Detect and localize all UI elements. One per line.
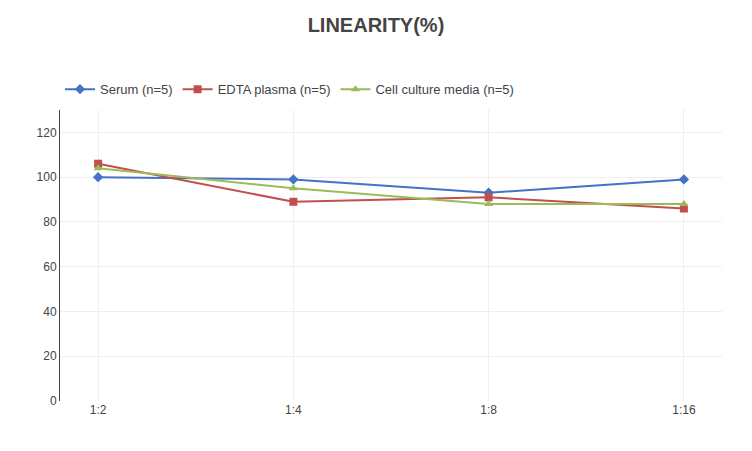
svg-text:Serum (n=5): Serum (n=5) <box>100 82 173 97</box>
svg-text:60: 60 <box>43 260 57 274</box>
svg-text:Cell culture media (n=5): Cell culture media (n=5) <box>375 82 513 97</box>
svg-text:80: 80 <box>43 215 57 229</box>
svg-text:EDTA plasma (n=5): EDTA plasma (n=5) <box>218 82 331 97</box>
svg-text:1:8: 1:8 <box>480 403 497 417</box>
svg-text:1:4: 1:4 <box>285 403 302 417</box>
svg-text:1:2: 1:2 <box>90 403 107 417</box>
svg-text:1:16: 1:16 <box>672 403 696 417</box>
svg-text:120: 120 <box>37 126 57 140</box>
svg-text:LINEARITY(%): LINEARITY(%) <box>308 14 445 36</box>
svg-text:100: 100 <box>37 170 57 184</box>
svg-text:0: 0 <box>50 394 57 408</box>
svg-text:20: 20 <box>43 349 57 363</box>
svg-text:40: 40 <box>43 305 57 319</box>
